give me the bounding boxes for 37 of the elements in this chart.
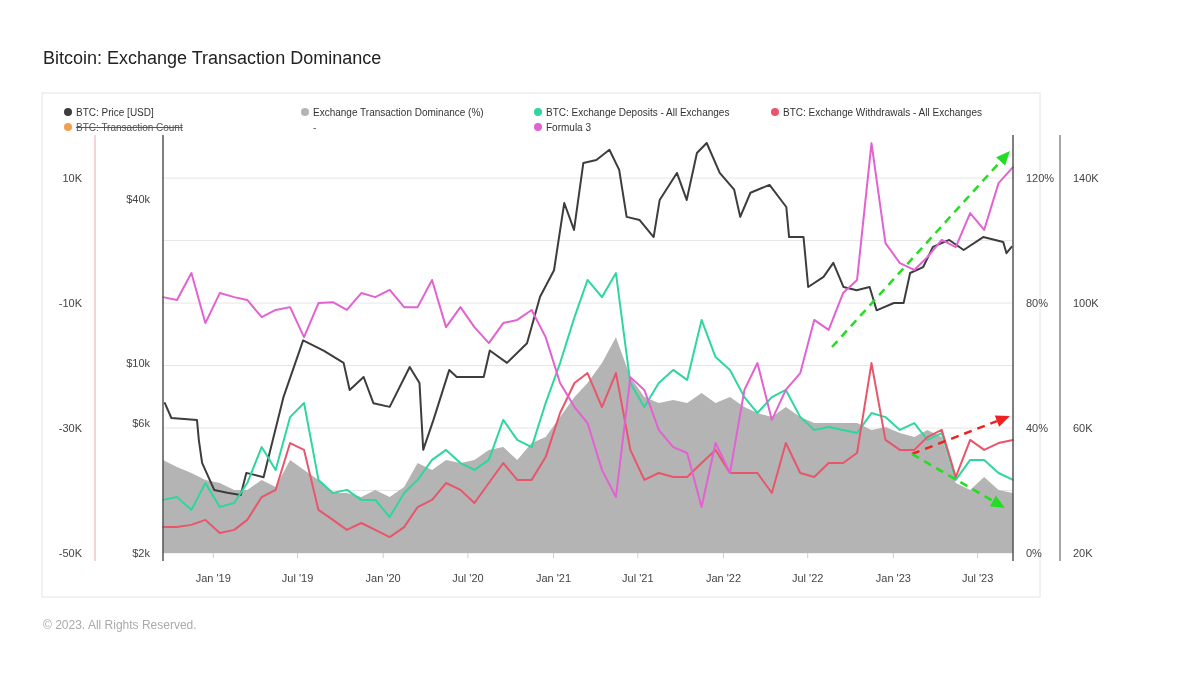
x-tick-label: Jul '21 xyxy=(622,572,654,584)
legend-label: Exchange Transaction Dominance (%) xyxy=(313,106,484,118)
x-tick-label: Jul '22 xyxy=(791,572,824,584)
text: -30K xyxy=(58,421,83,434)
y3-tick-label: 20K xyxy=(1073,546,1094,559)
x-tick-label: Jan '21 xyxy=(535,572,572,584)
y2-tick-label: 80% xyxy=(1026,296,1049,309)
text: - xyxy=(313,121,317,133)
line-series xyxy=(162,362,1014,539)
x-tick-label: Jul '20 xyxy=(452,572,484,584)
legend-label: BTC: Exchange Withdrawals - All Exchanges xyxy=(783,106,982,118)
y-tick-label: $10k xyxy=(126,356,151,369)
y3-tick-label: 140K xyxy=(1073,171,1100,184)
x-tick-label: Jan '23 xyxy=(875,572,911,584)
y2-tick-label: 40% xyxy=(1026,421,1049,434)
chart-title: Bitcoin: Exchange Transaction Dominance xyxy=(43,48,382,68)
x-tick-label: Jan '19 xyxy=(195,572,231,584)
text: BTC: Transaction Count xyxy=(76,121,183,133)
y3-tick-label: 60K xyxy=(1073,421,1094,434)
legend-label: BTC: Price [USD] xyxy=(76,106,155,118)
y-tick-label: $2k xyxy=(132,546,151,559)
text: 10K xyxy=(62,171,83,184)
line-series xyxy=(162,272,1014,519)
y2-tick-label: 120% xyxy=(1026,171,1055,184)
y3-tick-label: 100K xyxy=(1073,296,1100,309)
x-tick-label: Jan '20 xyxy=(365,572,401,584)
text: -50K xyxy=(58,546,83,559)
y-tick-label: $40k xyxy=(126,192,151,205)
x-tick-label: Jul '23 xyxy=(961,572,994,584)
x-tick-label: Jan '22 xyxy=(705,572,742,584)
text: -10K xyxy=(58,296,83,309)
y2-tick-label: 0% xyxy=(1026,546,1043,559)
text: © 2023. All Rights Reserved. xyxy=(43,618,197,632)
legend-label: BTC: Exchange Deposits - All Exchanges xyxy=(546,106,730,118)
legend-label: Formula 3 xyxy=(546,121,592,133)
x-tick-label: Jul '19 xyxy=(281,572,314,584)
y-tick-label: $6k xyxy=(132,417,151,430)
